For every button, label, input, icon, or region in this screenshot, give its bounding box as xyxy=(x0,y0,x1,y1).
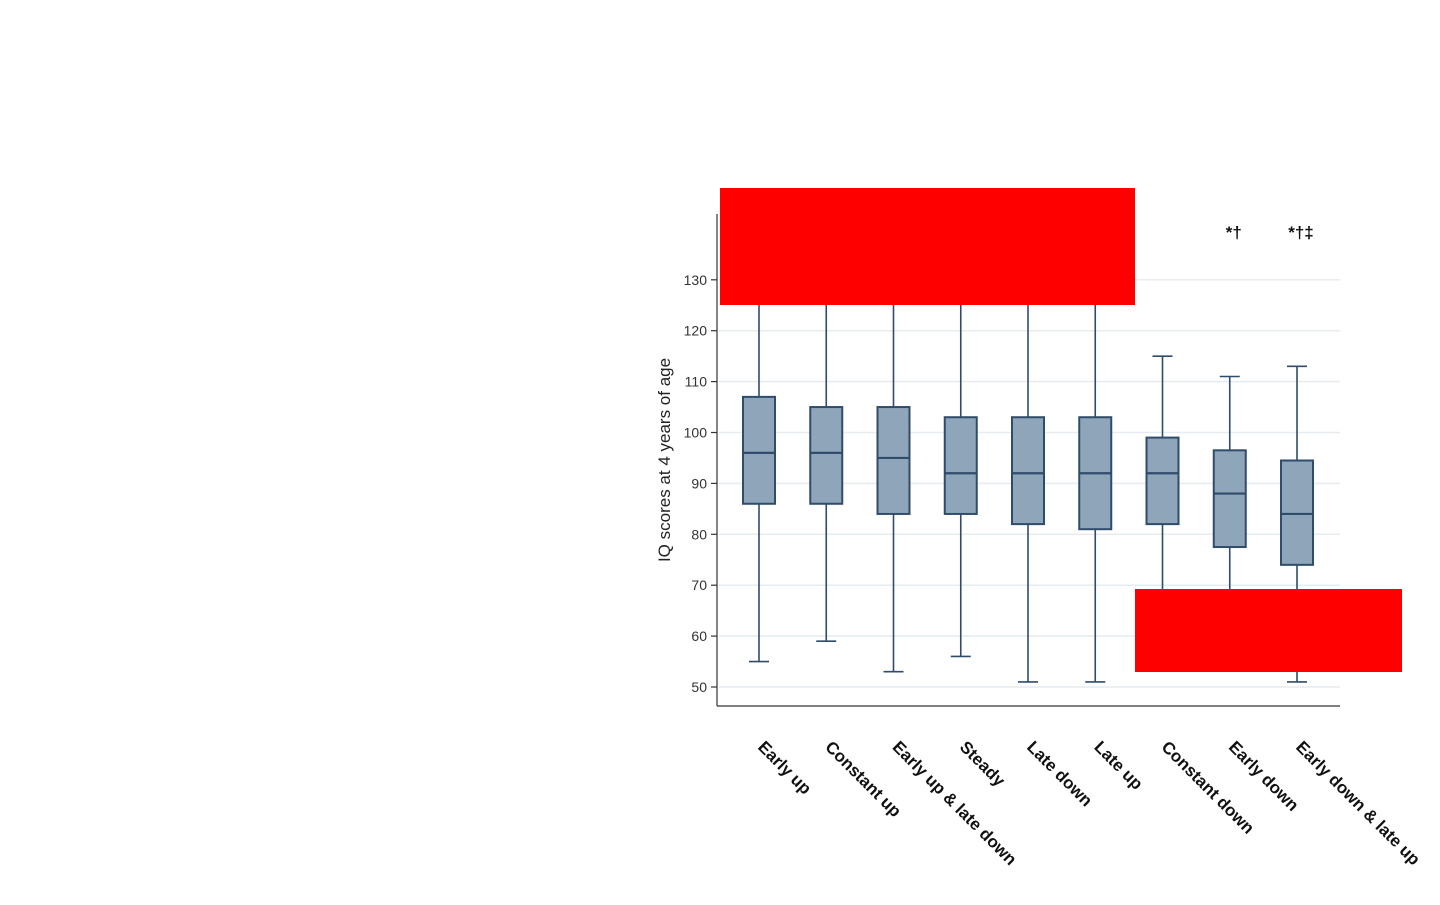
y-tick-label: 80 xyxy=(691,526,707,542)
y-tick-label: 90 xyxy=(691,475,707,491)
redaction-box-top xyxy=(720,188,1135,305)
y-tick-label: 70 xyxy=(691,577,707,593)
iqr-box xyxy=(742,395,776,505)
x-category-label: Early down & late up xyxy=(1292,737,1424,869)
y-axis-title: IQ scores at 4 years of age xyxy=(655,358,674,562)
box-1 xyxy=(742,243,776,663)
significance-marker: *†‡ xyxy=(1288,223,1314,242)
redaction-box-bottom xyxy=(1135,589,1402,672)
redaction-boxes xyxy=(720,188,1402,672)
iqr-box xyxy=(809,406,844,505)
axes xyxy=(716,214,1340,707)
box-6 xyxy=(1078,243,1113,683)
box-8 xyxy=(1212,375,1247,648)
x-category-label: Early up xyxy=(754,737,815,798)
box-3 xyxy=(876,243,911,673)
y-tick-label: 60 xyxy=(691,628,707,644)
x-category-label: Early up & late down xyxy=(889,737,1021,869)
box-5 xyxy=(1011,243,1045,683)
iqr-box xyxy=(1145,436,1180,526)
iqr-box xyxy=(876,406,911,515)
x-category-label: Late down xyxy=(1023,737,1096,810)
box-7 xyxy=(1145,355,1180,648)
iqr-box xyxy=(943,416,978,515)
iqr-box xyxy=(1212,449,1247,549)
y-axis-ticks: 50 60 70 80 90 100 110 120 130 xyxy=(684,272,717,695)
x-category-label: Steady xyxy=(956,737,1009,790)
x-category-label: Late up xyxy=(1090,737,1146,793)
y-tick-label: 130 xyxy=(684,272,708,288)
y-tick-label: 110 xyxy=(685,374,708,390)
significance-marker: *† xyxy=(1226,223,1242,242)
box-4 xyxy=(943,243,978,658)
y-tick-label: 120 xyxy=(684,323,708,339)
y-tick-label: 50 xyxy=(691,679,707,695)
significance-annotations: *† *†‡ xyxy=(1226,223,1314,242)
box-9 xyxy=(1280,365,1314,683)
iqr-box xyxy=(1280,459,1314,566)
y-tick-label: 100 xyxy=(684,425,708,441)
iqr-box xyxy=(1011,416,1045,526)
